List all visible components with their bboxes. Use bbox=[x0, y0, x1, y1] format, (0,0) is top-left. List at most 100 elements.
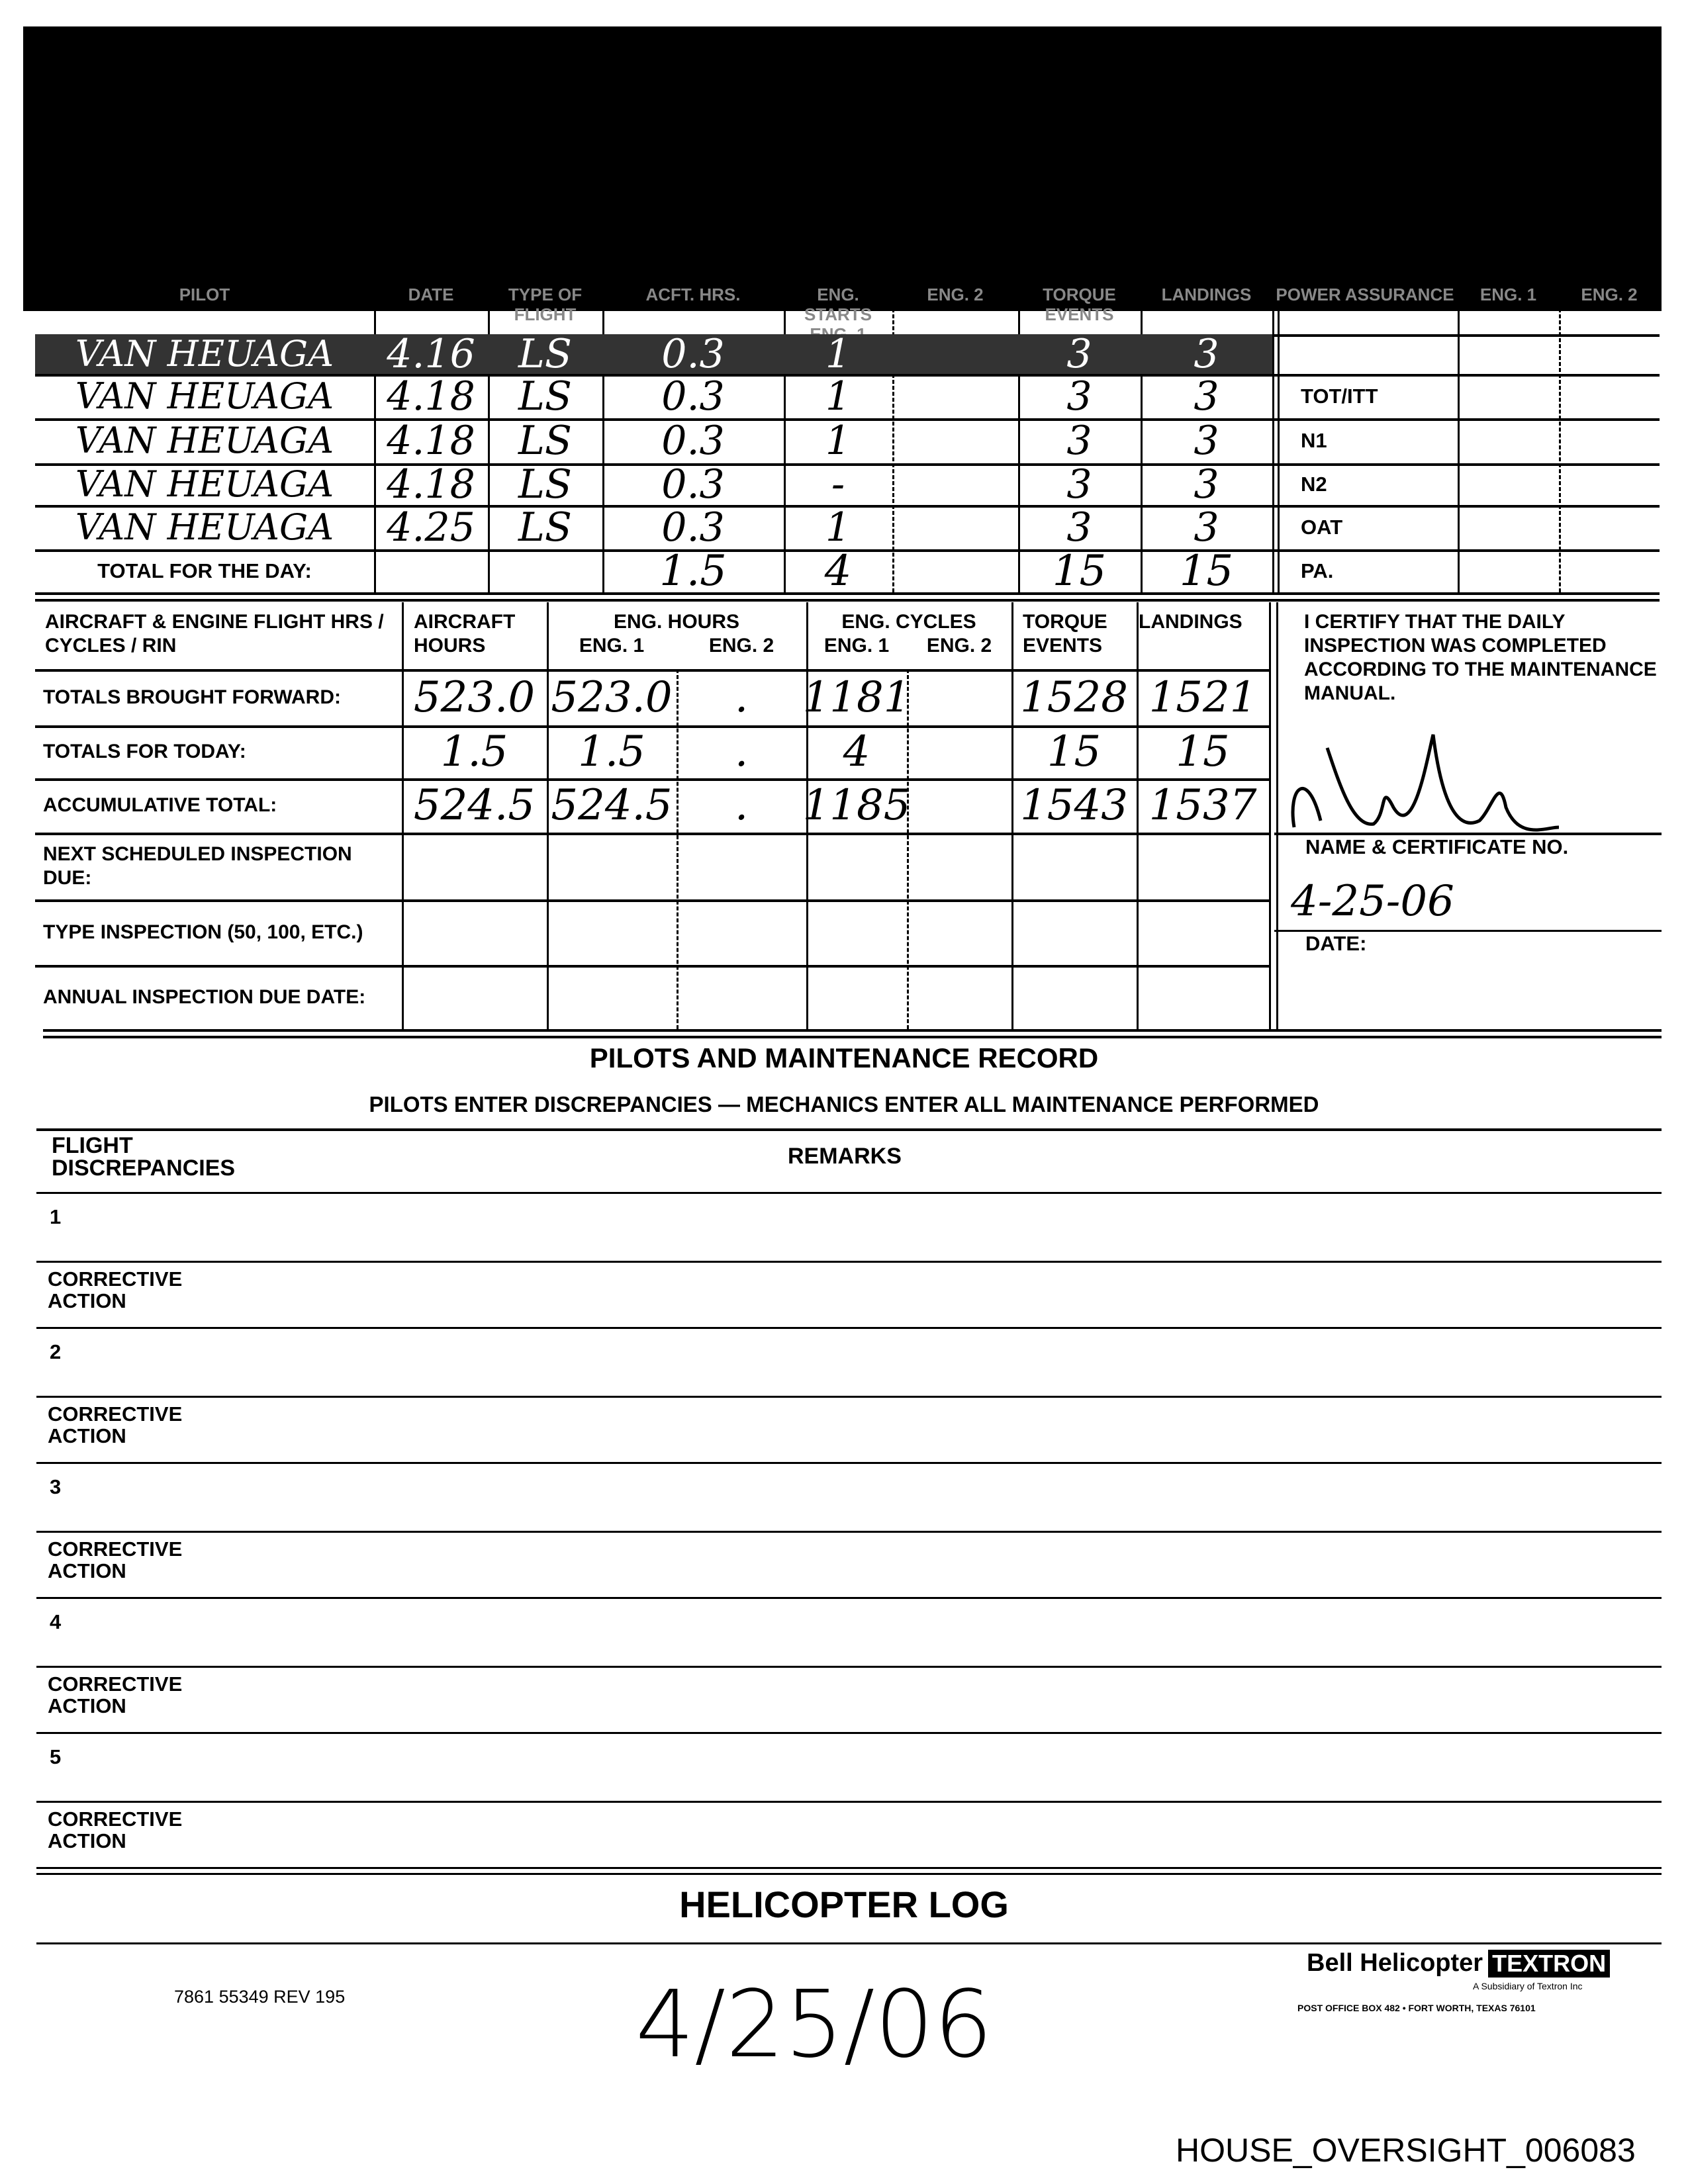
flight-landings: 3 bbox=[1194, 373, 1219, 420]
flight-eng1: 1 bbox=[825, 418, 851, 464]
summary-value bbox=[1011, 899, 1137, 965]
handwritten-date: 4/25/06 bbox=[635, 1971, 993, 2079]
bell-logo: Bell Helicopter TEXTRON bbox=[1307, 1949, 1611, 1978]
summary-value: . bbox=[734, 727, 749, 776]
eng-hours-header: ENG. HOURS bbox=[613, 611, 740, 633]
power-assurance-label: TOT/ITT bbox=[1301, 384, 1378, 408]
summary-value: 1543 bbox=[1020, 781, 1128, 830]
flight-col-header: PILOT bbox=[179, 285, 230, 304]
flight-eng2 bbox=[892, 334, 1018, 374]
corrective-action-label: CORRECTIVE ACTION bbox=[48, 1537, 183, 1582]
flight-date: 4.25 bbox=[387, 504, 475, 551]
flight-acft-hrs: 0.3 bbox=[661, 504, 725, 551]
flight-date: 4.18 bbox=[387, 461, 475, 508]
summary-value: 1537 bbox=[1149, 781, 1257, 830]
flight-pilot: VAN HEUAGA bbox=[75, 506, 334, 548]
eng-subheader: ENG. 2 bbox=[708, 635, 774, 657]
form-number: 7861 55349 REV 195 bbox=[174, 1987, 346, 2007]
flight-pilot: VAN HEUAGA bbox=[35, 334, 374, 374]
flight-eng2 bbox=[892, 463, 1018, 505]
flight-eng2 bbox=[892, 505, 1018, 549]
power-assurance-label: TORQUE bbox=[1301, 342, 1389, 365]
log-title: HELICOPTER LOG bbox=[679, 1884, 1009, 1925]
summary-value: 4 bbox=[843, 727, 870, 776]
summary-value: . bbox=[734, 781, 749, 830]
redacted-header-band bbox=[23, 26, 1662, 311]
summary-value bbox=[1011, 965, 1137, 1029]
discrepancy-number: 2 bbox=[50, 1340, 62, 1363]
summary-value bbox=[402, 899, 547, 965]
flight-pilot: VAN HEUAGA bbox=[75, 375, 334, 417]
summary-value bbox=[402, 833, 547, 899]
flight-col-header: TORQUE EVENTS bbox=[1043, 285, 1116, 324]
record-subtitle: PILOTS ENTER DISCREPANCIES — MECHANICS E… bbox=[369, 1092, 1319, 1116]
flight-landings: 3 bbox=[1194, 504, 1219, 551]
flight-col-header: LANDINGS bbox=[1161, 285, 1252, 304]
flight-type: LS bbox=[518, 504, 572, 551]
summary-row-label: TOTALS BROUGHT FORWARD: bbox=[43, 686, 341, 708]
summary-value: 15 bbox=[1047, 727, 1102, 776]
bates-number: HOUSE_OVERSIGHT_006083 bbox=[1176, 2132, 1636, 2169]
flight-acft-hrs: 0.3 bbox=[661, 373, 725, 420]
summary-row-label: TYPE INSPECTION (50, 100, ETC.) bbox=[43, 921, 363, 943]
summary-value bbox=[677, 965, 806, 1029]
flight-eng1: 1 bbox=[825, 504, 851, 551]
flight-eng2 bbox=[892, 374, 1018, 418]
flight-col-header: ACFT. HRS. bbox=[645, 285, 741, 304]
flight-type: LS bbox=[518, 373, 572, 420]
summary-value: 524.5 bbox=[551, 781, 673, 830]
summary-value: . bbox=[734, 672, 749, 722]
flight-eng2 bbox=[892, 418, 1018, 463]
flight-eng1: - bbox=[831, 461, 845, 508]
summary-value bbox=[1137, 833, 1269, 899]
flight-acft-hrs: 0.3 bbox=[661, 461, 725, 508]
total-landings: 15 bbox=[1179, 546, 1234, 596]
summary-value: 524.5 bbox=[413, 781, 536, 830]
certification-text: I CERTIFY THAT THE DAILY INSPECTION WAS … bbox=[1304, 611, 1657, 704]
summary-value bbox=[806, 899, 907, 965]
flight-col-header: ENG. STARTS ENG. 1 bbox=[804, 285, 872, 344]
landings-header: LANDINGS bbox=[1139, 611, 1243, 633]
summary-value bbox=[806, 833, 907, 899]
flight-col-header: ENG. 2 bbox=[927, 285, 984, 304]
address: POST OFFICE BOX 482 • FORT WORTH, TEXAS … bbox=[1297, 2003, 1536, 2013]
summary-value bbox=[1011, 833, 1137, 899]
remarks-header: REMARKS bbox=[788, 1144, 902, 1169]
summary-value bbox=[907, 778, 1011, 833]
summary-value: 1.5 bbox=[578, 727, 645, 776]
summary-value bbox=[1137, 899, 1269, 965]
eng-subheader: ENG. 2 bbox=[926, 635, 992, 657]
summary-value bbox=[907, 833, 1011, 899]
summary-value: 1521 bbox=[1149, 672, 1257, 722]
summary-value: 1.5 bbox=[440, 727, 508, 776]
summary-value bbox=[907, 669, 1011, 725]
flight-landings: 3 bbox=[1141, 334, 1272, 374]
flight-type: LS bbox=[488, 334, 602, 374]
record-title: PILOTS AND MAINTENANCE RECORD bbox=[589, 1042, 1099, 1073]
discrepancy-number: 3 bbox=[50, 1475, 62, 1498]
summary-value bbox=[547, 965, 677, 1029]
summary-row-label: NEXT SCHEDULED INSPECTION DUE: bbox=[43, 842, 352, 889]
summary-value bbox=[806, 965, 907, 1029]
name-certificate-label: NAME & CERTIFICATE NO. bbox=[1305, 835, 1569, 858]
summary-value bbox=[677, 899, 806, 965]
flight-col-header: ENG. 1 bbox=[1479, 285, 1537, 304]
total-eng1: 4 bbox=[824, 546, 852, 596]
discrepancy-number: 1 bbox=[50, 1205, 62, 1228]
torque-events-header: TORQUE EVENTS bbox=[1023, 611, 1107, 657]
corrective-action-label: CORRECTIVE ACTION bbox=[48, 1267, 183, 1312]
certification-date: 4-25-06 bbox=[1291, 877, 1454, 926]
flight-pilot: VAN HEUAGA bbox=[75, 420, 334, 461]
flight-acft-hrs: 0.3 bbox=[602, 334, 784, 374]
power-assurance-label: OAT bbox=[1301, 515, 1343, 539]
summary-value bbox=[402, 965, 547, 1029]
eng-subheader: ENG. 1 bbox=[579, 635, 645, 657]
flight-torque: 3 bbox=[1066, 418, 1092, 464]
power-assurance-label: N2 bbox=[1301, 472, 1327, 496]
signature bbox=[1291, 734, 1560, 832]
corrective-action-label: CORRECTIVE ACTION bbox=[48, 1672, 183, 1717]
corrective-action-label: CORRECTIVE ACTION bbox=[48, 1402, 183, 1447]
total-torque: 15 bbox=[1052, 546, 1107, 596]
summary-value: 523.0 bbox=[413, 672, 536, 722]
flight-col-header: DATE bbox=[408, 285, 454, 304]
